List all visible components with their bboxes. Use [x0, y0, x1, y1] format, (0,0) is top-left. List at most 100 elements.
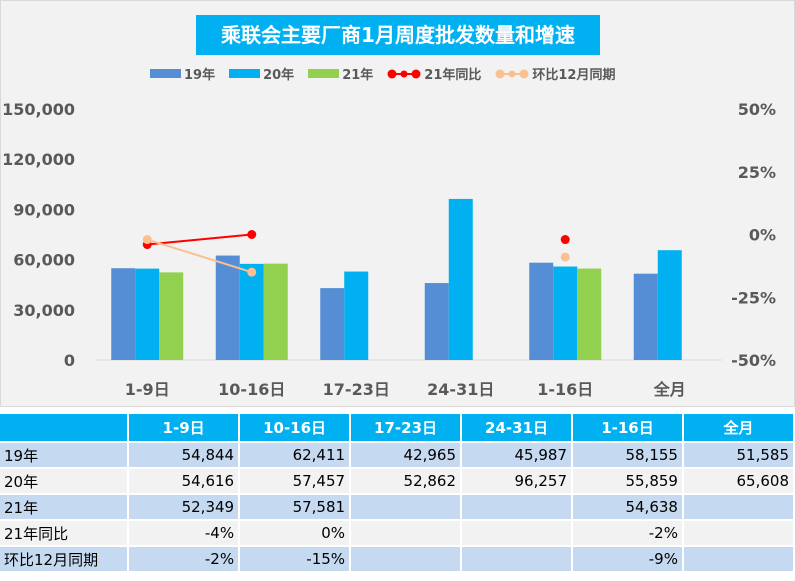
x-tick-label: 24-31日	[427, 380, 494, 399]
table-cell: -2%	[129, 547, 239, 571]
x-tick-label: 全月	[653, 380, 686, 399]
legend: 19年 20年 21年 21年同比 环比12月同期	[150, 64, 615, 83]
table-cell: -2%	[573, 521, 682, 545]
table-cell	[351, 547, 461, 571]
legend-item: 21年	[308, 64, 373, 83]
legend-item: 19年	[150, 64, 215, 83]
table-cell: 62,411	[240, 443, 350, 467]
point-环比12月同期	[142, 235, 152, 245]
row-label: 21年同比	[0, 521, 128, 545]
y-tick-label: 90,000	[13, 200, 75, 219]
y-tick-label: 60,000	[13, 251, 75, 270]
plot-area: 0 30,000 60,000 90,000 120,000 150,000 -50% -25…	[2, 100, 776, 399]
y-tick-label: 120,000	[2, 150, 75, 169]
x-tick-label: 1-9日	[125, 380, 170, 399]
y2-tick-label: 50%	[738, 100, 776, 119]
line-segment-环比12月同期	[146, 238, 253, 274]
table-cell	[462, 547, 571, 571]
legend-label: 环比12月同期	[532, 68, 616, 83]
point-环比12月同期	[247, 267, 257, 277]
column-header: 1-9日	[129, 414, 239, 441]
bar-20年	[344, 271, 369, 360]
column-header: 24-31日	[462, 414, 571, 441]
table-cell: 42,965	[351, 443, 461, 467]
y2-tick-label: 25%	[738, 163, 776, 182]
y-tick-label: 30,000	[13, 301, 75, 320]
bar-21年	[577, 268, 602, 360]
table-cell	[462, 521, 571, 545]
table-cell: 58,155	[573, 443, 682, 467]
table-cell	[683, 495, 793, 519]
point-环比12月同期	[560, 252, 570, 262]
y2-tick-label: 0%	[749, 226, 776, 245]
column-header: 1-16日	[573, 414, 682, 441]
row-label: 19年	[0, 443, 128, 467]
table-cell: 54,844	[129, 443, 239, 467]
x-tick-label: 17-23日	[323, 380, 390, 399]
bar-20年	[239, 263, 264, 360]
table-cell: -15%	[240, 547, 350, 571]
table-row: 21年 52,349 57,581 54,638	[0, 495, 793, 519]
legend-label: 20年	[263, 68, 295, 83]
table-cell: 57,581	[240, 495, 350, 519]
table-cell: 54,616	[129, 469, 239, 493]
data-table: 1-9日 10-16日 17-23日 24-31日 1-16日 全月 19年 54,844 62…	[0, 412, 795, 573]
legend-item: 环比12月同期	[495, 64, 615, 83]
table-cell: 52,862	[351, 469, 461, 493]
bar-19年	[320, 288, 345, 360]
bar-20年	[657, 250, 682, 360]
bar-19年	[424, 283, 449, 360]
table-row: 19年 54,844 62,411 42,965 45,987 58,155 51,585	[0, 443, 793, 467]
table-cell: -9%	[573, 547, 682, 571]
table-cell: 45,987	[462, 443, 571, 467]
y2-tick-label: -50%	[731, 351, 776, 370]
table-cell: 0%	[240, 521, 350, 545]
column-header: 10-16日	[240, 414, 350, 441]
bar-19年	[529, 262, 554, 360]
row-label: 21年	[0, 495, 128, 519]
column-header: 全月	[683, 414, 793, 441]
bar-19年	[215, 255, 240, 360]
legend-line-marker	[387, 69, 421, 78]
y-tick-label: 0	[64, 351, 75, 370]
row-label: 环比12月同期	[0, 547, 128, 571]
table-cell	[683, 547, 793, 571]
table-cell	[351, 495, 461, 519]
bar-20年	[448, 198, 473, 360]
table-cell	[351, 521, 461, 545]
legend-item: 20年	[229, 64, 294, 83]
table-cell: 96,257	[462, 469, 571, 493]
legend-label: 21年	[342, 68, 374, 83]
x-tick-label: 10-16日	[218, 380, 285, 399]
point-21年同比	[247, 230, 257, 239]
bar-19年	[633, 273, 658, 360]
chart-title: 乘联会主要厂商1月周度批发数量和增速	[196, 15, 600, 55]
legend-label: 21年同比	[424, 68, 482, 83]
legend-swatch	[308, 69, 340, 78]
table-cell	[462, 495, 571, 519]
legend-label: 19年	[184, 68, 216, 83]
table-cell: 51,585	[683, 443, 793, 467]
y-tick-label: 150,000	[2, 100, 75, 119]
bar-20年	[553, 266, 578, 360]
bar-20年	[135, 268, 160, 360]
table-row: 21年同比 -4% 0% -2%	[0, 521, 793, 545]
column-header	[0, 414, 128, 441]
table-row: 20年 54,616 57,457 52,862 96,257 55,859 65,608	[0, 469, 793, 493]
table-cell: -4%	[129, 521, 239, 545]
table-cell: 65,608	[683, 469, 793, 493]
table-header-row: 1-9日 10-16日 17-23日 24-31日 1-16日 全月	[0, 414, 793, 441]
line-segment-21年同比	[147, 233, 252, 246]
table-cell: 52,349	[129, 495, 239, 519]
point-21年同比	[560, 235, 570, 245]
row-label: 20年	[0, 469, 128, 493]
table-cell	[683, 521, 793, 545]
column-header: 17-23日	[351, 414, 461, 441]
legend-line-marker	[495, 69, 529, 78]
bar-21年	[263, 263, 288, 360]
bar-19年	[111, 268, 136, 360]
table-cell: 54,638	[573, 495, 682, 519]
legend-swatch	[150, 69, 181, 78]
legend-item: 21年同比	[387, 64, 481, 83]
